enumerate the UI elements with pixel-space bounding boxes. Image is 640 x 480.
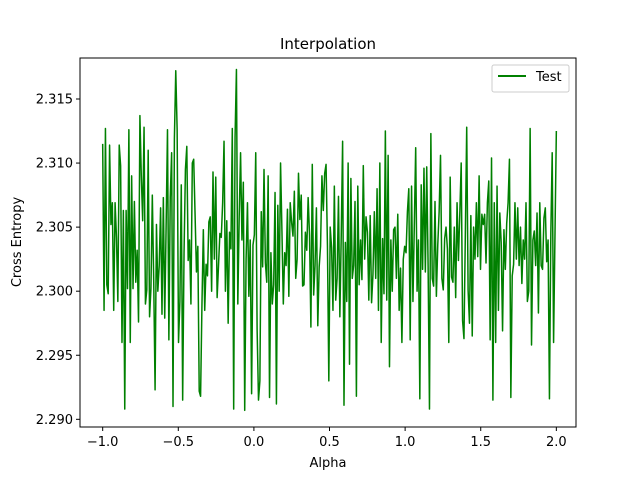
- legend-label-test: Test: [535, 70, 562, 85]
- x-axis-label: Alpha: [310, 456, 347, 471]
- chart-title: Interpolation: [280, 35, 376, 53]
- x-tick-label: −0.5: [163, 435, 195, 450]
- plot-area: [101, 68, 558, 412]
- x-axis: −1.0 −0.5 0.0 0.5 1.0 1.5 2.0: [87, 427, 567, 450]
- y-tick-label: 2.305: [36, 221, 73, 236]
- x-tick-label: 1.0: [395, 435, 416, 450]
- legend-box: [491, 64, 570, 93]
- y-axis: 2.290 2.295 2.300 2.305 2.310 2.315: [36, 93, 80, 428]
- x-tick-label: 0.5: [319, 435, 340, 450]
- y-tick-label: 2.310: [36, 157, 73, 172]
- plot-frame: [79, 57, 577, 428]
- x-tick-label: 2.0: [546, 435, 567, 450]
- x-tick-label: 0.0: [244, 435, 265, 450]
- legend: Test: [491, 64, 570, 93]
- y-tick-label: 2.295: [36, 349, 73, 364]
- y-tick-label: 2.290: [36, 413, 73, 428]
- y-tick-label: 2.315: [36, 93, 73, 108]
- series-line-test: [101, 68, 558, 412]
- y-axis-label: Cross Entropy: [10, 197, 25, 288]
- y-tick-label: 2.300: [36, 285, 73, 300]
- x-tick-label: −1.0: [87, 435, 119, 450]
- x-tick-label: 1.5: [470, 435, 491, 450]
